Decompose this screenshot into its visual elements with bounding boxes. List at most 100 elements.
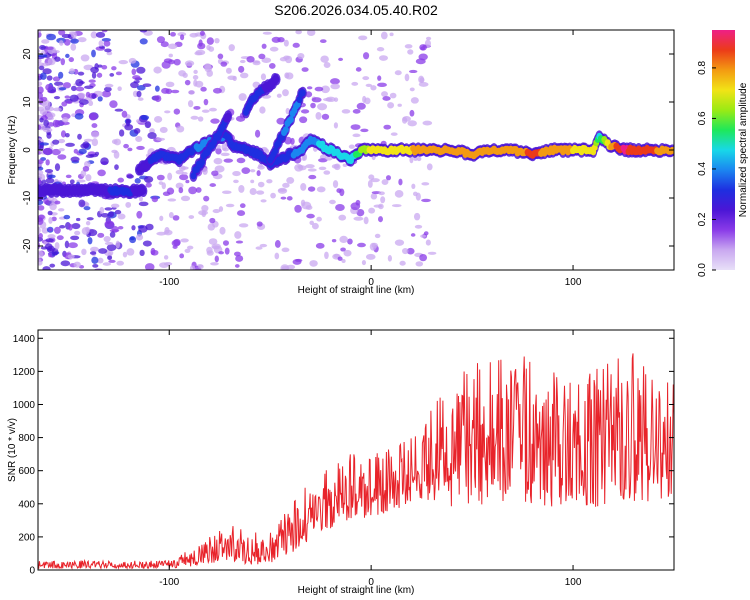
spectrogram-noise-cell [300, 199, 306, 207]
spectrogram-noise-cell [409, 156, 414, 164]
spectrogram-noise-cell [156, 137, 166, 141]
spectrogram-noise-cell [70, 43, 77, 51]
spectrogram-noise-cell [385, 175, 392, 181]
spectrogram-noise-cell [111, 66, 117, 71]
spectrogram-noise-cell [139, 249, 145, 257]
spectrogram-noise-cell [300, 109, 310, 114]
spectrogram-noise-cell [198, 264, 204, 269]
spectrogram-noise-cell [45, 177, 55, 184]
spectrogram-noise-cell [91, 256, 99, 264]
spectrogram-noise-cell [47, 234, 56, 239]
spectrogram-noise-cell [74, 113, 84, 120]
spectrogram-noise-cell [115, 71, 122, 76]
spectrogram-x-axis-label: Height of straight line (km) [298, 285, 415, 296]
spectrogram-noise-cell [136, 210, 143, 219]
spectrogram-noise-cell [399, 260, 406, 266]
spectrogram-noise-cell [261, 43, 267, 49]
spectrogram-noise-cell [316, 216, 322, 222]
spectrogram-noise-cell [125, 119, 131, 123]
spectrogram-noise-cell [181, 171, 188, 176]
spectrogram-noise-cell [47, 210, 53, 216]
spectrogram-ridge-cell [299, 89, 306, 97]
spectrogram-noise-cell [220, 152, 230, 157]
spectrogram-noise-cell [171, 239, 181, 247]
spectrogram-noise-cell [136, 85, 146, 91]
spectrogram-noise-cell [316, 186, 326, 193]
spectrogram-noise-cell [390, 132, 398, 136]
spectrogram-noise-cell [114, 164, 119, 170]
spectrogram-noise-cell [58, 148, 65, 152]
spectrogram-noise-cell [234, 231, 242, 239]
spectrogram-noise-cell [324, 251, 329, 260]
spectrogram-noise-cell [70, 156, 80, 162]
spectrogram-noise-cell [76, 217, 81, 222]
spectrogram-noise-cell [380, 196, 386, 204]
y-tick-label: 800 [18, 433, 35, 444]
spectrogram-noise-cell [97, 232, 105, 238]
spectrogram-noise-cell [286, 176, 295, 184]
spectrogram-noise-cell [38, 54, 48, 58]
spectrogram-noise-cell [295, 258, 303, 262]
spectrogram-noise-cell [88, 79, 96, 83]
snr-series-line [38, 353, 674, 570]
spectrogram-noise-cell [208, 238, 218, 245]
spectrogram-noise-cell [38, 49, 41, 54]
spectrogram-noise-cell [377, 82, 387, 88]
spectrogram-noise-cell [92, 263, 99, 268]
spectrogram-noise-cell [98, 40, 104, 47]
spectrogram-noise-cell [281, 247, 290, 253]
spectrogram-noise-cell [347, 238, 353, 245]
spectrogram-noise-cell [411, 183, 416, 189]
spectrogram-noise-cell [179, 253, 185, 259]
spectrogram-noise-cell [342, 163, 348, 167]
spectrogram-noise-cell [54, 242, 60, 250]
y-tick-label: -20 [22, 238, 33, 253]
y-tick-label: 1000 [13, 400, 36, 411]
spectrogram-noise-cell [228, 44, 235, 52]
colorbar-label: Normalized spectral amplitude [738, 82, 749, 217]
spectrogram-noise-cell [64, 95, 71, 99]
spectrogram-noise-cell [238, 185, 245, 193]
spectrogram-noise-cell [195, 80, 204, 88]
spectrogram-noise-cell [86, 217, 94, 221]
spectrogram-noise-cell [192, 74, 199, 80]
spectrogram-noise-cell [367, 179, 373, 188]
spectrogram-noise-cell [235, 240, 244, 244]
spectrogram-noise-cell [58, 208, 65, 212]
spectrogram-noise-cell [221, 190, 232, 194]
spectrogram-noise-cell [108, 211, 115, 218]
spectrogram-noise-cell [184, 248, 191, 253]
spectrogram-noise-cell [61, 33, 71, 39]
spectrogram-noise-cell [383, 124, 392, 130]
spectrogram-noise-cell [213, 157, 223, 165]
spectrogram-noise-cell [70, 235, 80, 241]
spectrogram-noise-cell [42, 68, 52, 75]
spectrogram-noise-cell [389, 32, 394, 37]
spectrogram-noise-cell [90, 131, 100, 138]
spectrogram-noise-cell [91, 138, 99, 147]
spectrogram-noise-cell [184, 60, 195, 67]
spectrogram-noise-cell [193, 69, 198, 75]
spectrogram-noise-cell [89, 251, 97, 255]
spectrogram-noise-cell [38, 226, 41, 234]
spectrogram-noise-cell [124, 123, 134, 131]
spectrogram-noise-cell [168, 212, 174, 219]
spectrogram-noise-cell [189, 265, 196, 270]
spectrogram-noise-cell [365, 83, 373, 87]
spectrogram-noise-cell [212, 87, 222, 94]
x-tick-label: 0 [368, 577, 374, 588]
spectrogram-noise-cell [104, 83, 114, 88]
spectrogram-noise-cell [357, 242, 366, 248]
spectrogram-noise-cell [211, 243, 221, 250]
spectrogram-noise-cell [38, 205, 45, 211]
spectrogram-noise-cell [173, 108, 181, 115]
spectrogram-noise-cell [255, 246, 263, 250]
spectrogram-noise-cell [356, 208, 365, 217]
spectrogram-noise-cell [58, 87, 67, 91]
spectrogram-noise-cell [39, 173, 46, 181]
spectrogram-noise-cell [52, 76, 61, 82]
spectrogram-noise-cell [84, 85, 94, 90]
spectrogram-noise-cell [352, 133, 361, 138]
spectrogram-noise-cell [352, 109, 361, 114]
spectrogram-noise-cell [97, 257, 104, 264]
